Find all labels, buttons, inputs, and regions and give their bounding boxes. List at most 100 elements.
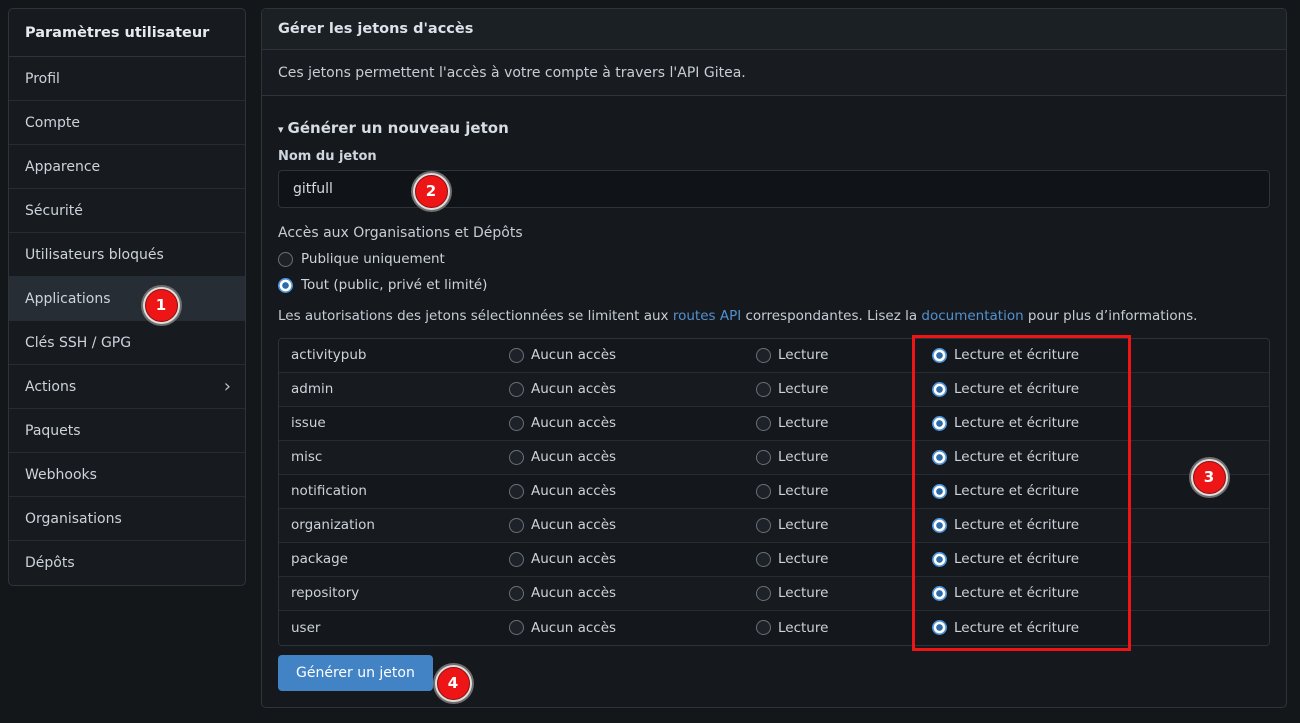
- radio-checked-icon[interactable]: [932, 449, 947, 465]
- radio-checked-icon[interactable]: [932, 347, 947, 363]
- sidebar-item-applications[interactable]: Applications: [9, 277, 245, 321]
- radio-icon[interactable]: [278, 251, 293, 267]
- permission-option[interactable]: Lecture et écriture: [932, 483, 1269, 499]
- radio-icon[interactable]: [756, 620, 771, 635]
- permission-option[interactable]: Aucun accès: [509, 449, 756, 465]
- sidebar-item-profil[interactable]: Profil: [9, 57, 245, 101]
- panel-description: Ces jetons permettent l'accès à votre co…: [262, 50, 1286, 96]
- radio-checked-icon[interactable]: [278, 277, 293, 293]
- permission-option[interactable]: Aucun accès: [509, 620, 756, 636]
- radio-label: Aucun accès: [531, 483, 617, 499]
- sidebar-item-organisations[interactable]: Organisations: [9, 497, 245, 541]
- radio-icon[interactable]: [509, 449, 524, 465]
- permission-option[interactable]: Aucun accès: [509, 517, 756, 533]
- permission-option[interactable]: Lecture et écriture: [932, 551, 1269, 567]
- permission-option[interactable]: Lecture et écriture: [932, 620, 1269, 636]
- permission-option[interactable]: Lecture: [756, 449, 932, 465]
- radio-icon[interactable]: [756, 551, 771, 567]
- radio-label: Aucun accès: [531, 517, 617, 533]
- radio-icon[interactable]: [756, 415, 771, 431]
- permission-option[interactable]: Lecture: [756, 483, 932, 499]
- radio-checked-icon[interactable]: [932, 517, 947, 533]
- sidebar-item-s-curit-[interactable]: Sécurité: [9, 189, 245, 233]
- radio-icon[interactable]: [509, 415, 524, 431]
- documentation-link[interactable]: documentation: [921, 308, 1024, 324]
- permission-scope-label: misc: [291, 449, 323, 465]
- sidebar-item-compte[interactable]: Compte: [9, 101, 245, 145]
- permission-row-activitypub: activitypub Aucun accès Lecture Lecture et …: [279, 338, 1269, 373]
- generate-token-button[interactable]: Générer un jeton: [278, 654, 433, 691]
- radio-icon[interactable]: [756, 381, 771, 397]
- radio-icon[interactable]: [756, 449, 771, 465]
- radio-label: Lecture: [778, 517, 829, 533]
- sidebar-item-label: Utilisateurs bloqués: [25, 246, 164, 263]
- radio-label: Lecture et écriture: [954, 551, 1080, 567]
- radio-icon[interactable]: [509, 585, 524, 601]
- radio-icon[interactable]: [509, 517, 524, 533]
- permission-option[interactable]: Lecture: [756, 381, 932, 397]
- sidebar-item-cl-s-ssh-gpg[interactable]: Clés SSH / GPG: [9, 321, 245, 365]
- permissions-note: Les autorisations des jetons sélectionné…: [278, 308, 1270, 324]
- panel-title: Gérer les jetons d'accès: [262, 9, 1286, 50]
- permission-option[interactable]: Aucun accès: [509, 381, 756, 397]
- radio-label: Lecture: [778, 449, 829, 465]
- sidebar-item-paquets[interactable]: Paquets: [9, 409, 245, 453]
- radio-icon[interactable]: [756, 517, 771, 533]
- sidebar-item-utilisateurs-bloqu-s[interactable]: Utilisateurs bloqués: [9, 233, 245, 277]
- permission-option[interactable]: Aucun accès: [509, 415, 756, 431]
- permission-option[interactable]: Lecture: [756, 347, 932, 363]
- radio-option-all[interactable]: Tout (public, privé et limité): [278, 277, 1270, 293]
- sidebar-item-apparence[interactable]: Apparence: [9, 145, 245, 189]
- permission-option[interactable]: Aucun accès: [509, 551, 756, 567]
- token-name-input[interactable]: [278, 170, 1270, 208]
- sidebar-item-webhooks[interactable]: Webhooks: [9, 453, 245, 497]
- radio-icon[interactable]: [509, 551, 524, 567]
- permission-option[interactable]: Aucun accès: [509, 347, 756, 363]
- sidebar-title: Paramètres utilisateur: [9, 9, 245, 57]
- permission-option[interactable]: Lecture et écriture: [932, 415, 1269, 431]
- radio-icon[interactable]: [509, 381, 524, 397]
- permission-option[interactable]: Lecture: [756, 551, 932, 567]
- radio-label: Lecture et écriture: [954, 585, 1080, 601]
- radio-label: Lecture: [778, 415, 829, 431]
- radio-label: Aucun accès: [531, 619, 617, 636]
- radio-option-public-only[interactable]: Publique uniquement: [278, 251, 1270, 267]
- sidebar-item-label: Sécurité: [25, 202, 83, 219]
- radio-label: Lecture et écriture: [954, 347, 1080, 363]
- radio-icon[interactable]: [756, 483, 771, 499]
- sidebar-item-d-p-ts[interactable]: Dépôts: [9, 541, 245, 585]
- repo-access-label: Accès aux Organisations et Dépôts: [278, 225, 523, 241]
- radio-checked-icon[interactable]: [932, 415, 947, 431]
- radio-label: Aucun accès: [531, 381, 617, 397]
- permission-option[interactable]: Lecture et écriture: [932, 517, 1269, 533]
- permission-option[interactable]: Lecture et écriture: [932, 449, 1269, 465]
- radio-checked-icon[interactable]: [932, 381, 947, 397]
- radio-label: Lecture: [778, 347, 829, 363]
- collapse-section-header[interactable]: ▾ Générer un nouveau jeton: [278, 119, 1270, 137]
- collapse-section-title: Générer un nouveau jeton: [287, 119, 509, 137]
- permission-option[interactable]: Lecture: [756, 585, 932, 601]
- radio-icon[interactable]: [756, 585, 771, 601]
- permission-option[interactable]: Lecture et écriture: [932, 381, 1269, 397]
- radio-icon[interactable]: [509, 620, 524, 635]
- permission-option[interactable]: Lecture: [756, 415, 932, 431]
- radio-checked-icon[interactable]: [932, 620, 947, 635]
- sidebar-item-actions[interactable]: Actions ›: [9, 365, 245, 409]
- permission-option[interactable]: Aucun accès: [509, 483, 756, 499]
- permission-option[interactable]: Lecture: [756, 517, 932, 533]
- radio-checked-icon[interactable]: [932, 551, 947, 567]
- radio-icon[interactable]: [756, 347, 771, 363]
- permission-option[interactable]: Lecture et écriture: [932, 585, 1269, 601]
- radio-icon[interactable]: [509, 483, 524, 499]
- permission-option[interactable]: Lecture: [756, 620, 932, 636]
- permission-row-user: user Aucun accès Lecture Lecture et écritur…: [279, 610, 1269, 645]
- permission-option[interactable]: Lecture et écriture: [932, 347, 1269, 363]
- api-routes-link[interactable]: routes API: [672, 308, 742, 324]
- radio-icon[interactable]: [509, 347, 524, 363]
- permission-row-notification: notification Aucun accès Lecture Lecture et…: [279, 474, 1269, 509]
- permission-scope-label: user: [291, 619, 321, 636]
- radio-label: Lecture: [778, 381, 829, 397]
- permission-option[interactable]: Aucun accès: [509, 585, 756, 601]
- radio-checked-icon[interactable]: [932, 585, 947, 601]
- radio-checked-icon[interactable]: [932, 483, 947, 499]
